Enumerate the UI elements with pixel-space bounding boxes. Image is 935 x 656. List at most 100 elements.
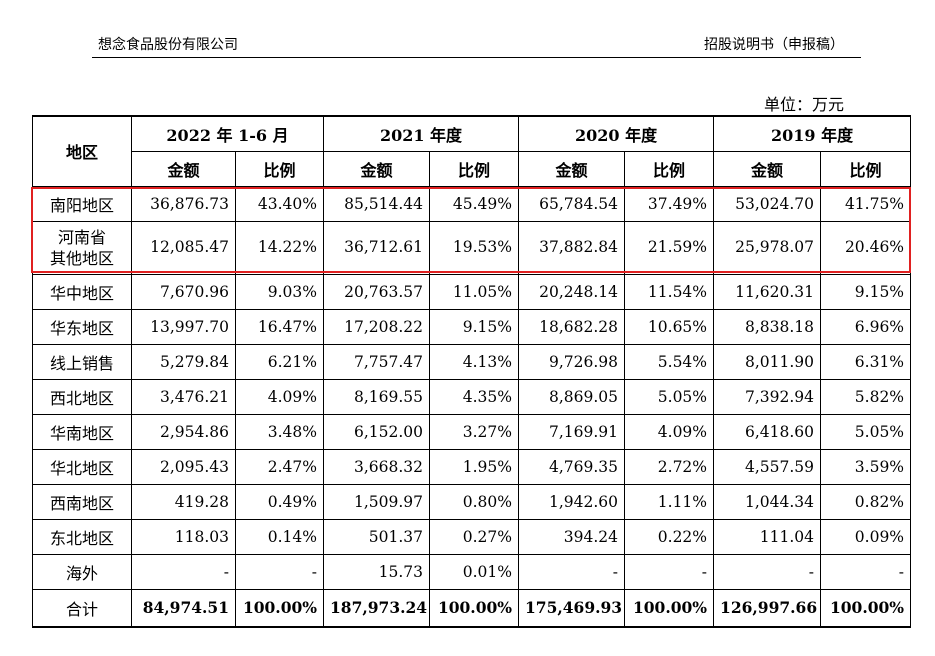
amount-column-header: 金额 [323, 150, 430, 187]
amount-cell: - [131, 553, 236, 590]
amount-cell: 6,418.60 [713, 413, 822, 450]
ratio-cell: 5.54% [624, 343, 715, 380]
unit-label: 单位：万元 [763, 95, 844, 114]
ratio-cell: 5.05% [820, 413, 912, 450]
ratio-cell: 3.59% [820, 448, 912, 485]
amount-cell: 1,044.34 [713, 483, 822, 520]
period-header: 2021 年度 [322, 115, 520, 152]
ratio-cell: 0.80% [428, 483, 520, 520]
ratio-cell: 9.15% [428, 308, 520, 345]
header-rule [92, 57, 861, 58]
amount-cell: 8,869.05 [518, 378, 626, 415]
ratio-column-header: 比例 [235, 150, 324, 187]
ratio-cell: 0.09% [820, 518, 912, 555]
amount-cell: 85,514.44 [323, 185, 430, 222]
period-header: 2022 年 1-6 月 [131, 115, 324, 152]
ratio-cell: 2.72% [624, 448, 715, 485]
ratio-cell: 4.09% [235, 378, 324, 415]
company-name: 想念食品股份有限公司 [98, 37, 238, 53]
region-cell: 西南地区 [32, 483, 132, 520]
amount-cell: 501.37 [323, 518, 430, 555]
ratio-cell: 0.14% [235, 518, 324, 555]
region-cell: 华南地区 [32, 413, 132, 450]
ratio-cell: - [624, 553, 715, 590]
amount-cell: 9,726.98 [518, 343, 626, 380]
ratio-cell: 20.46% [820, 220, 912, 275]
ratio-cell: 0.49% [235, 483, 324, 520]
ratio-column-header: 比例 [428, 150, 520, 187]
amount-cell: - [518, 553, 626, 590]
table-row: 华北地区 2,095.43 2.47% 3,668.32 1.95% 4,769.35 2.… [32, 448, 912, 485]
table-row: 华东地区 13,997.70 16.47% 17,208.22 9.15% 18,682.… [32, 308, 912, 345]
ratio-cell: 21.59% [624, 220, 715, 275]
region-line: 其他地区 [49, 248, 114, 268]
amount-cell: 7,670.96 [131, 273, 236, 310]
region-cell: 南阳地区 [32, 185, 132, 222]
ratio-cell: 3.27% [428, 413, 520, 450]
region-cell: 河南省 其他地区 [32, 220, 132, 275]
table-row: 华中地区 7,670.96 9.03% 20,763.57 11.05% 20,248.1… [32, 273, 912, 310]
ratio-cell: 6.31% [820, 343, 912, 380]
ratio-cell: 5.82% [820, 378, 912, 415]
table-row: 西南地区 419.28 0.49% 1,509.97 0.80% 1,942.60 1.11… [32, 483, 912, 520]
amount-cell: 25,978.07 [713, 220, 822, 275]
region-cell: 华中地区 [32, 273, 132, 310]
table-row: 东北地区 118.03 0.14% 501.37 0.27% 394.24 0.22% 111… [32, 518, 912, 555]
region-cell: 东北地区 [32, 518, 132, 555]
amount-cell: 187,973.24 [323, 588, 430, 628]
ratio-cell: 100.00% [624, 588, 715, 628]
ratio-cell: 4.13% [428, 343, 520, 380]
ratio-cell: 0.82% [820, 483, 912, 520]
document-type: 招股说明书（申报稿） [704, 37, 844, 53]
amount-cell: 8,838.18 [713, 308, 822, 345]
ratio-cell: 11.54% [624, 273, 715, 310]
amount-cell: 36,876.73 [131, 185, 236, 222]
amount-cell: 2,954.86 [131, 413, 236, 450]
ratio-cell: - [235, 553, 324, 590]
period-header: 2020 年度 [518, 115, 715, 152]
ratio-cell: 41.75% [820, 185, 912, 222]
amount-cell: 3,668.32 [323, 448, 430, 485]
amount-cell: 65,784.54 [518, 185, 626, 222]
amount-cell: 53,024.70 [713, 185, 822, 222]
ratio-cell: 43.40% [235, 185, 324, 222]
amount-cell: 20,248.14 [518, 273, 626, 310]
amount-cell: 2,095.43 [131, 448, 236, 485]
amount-cell: 15.73 [323, 553, 430, 590]
region-cell: 线上销售 [32, 343, 132, 380]
ratio-cell: 19.53% [428, 220, 520, 275]
period-header: 2019 年度 [713, 115, 912, 152]
amount-cell: 4,769.35 [518, 448, 626, 485]
ratio-cell: 16.47% [235, 308, 324, 345]
amount-cell: 111.04 [713, 518, 822, 555]
table-row: 海外 - -15.73 0.01% - - - - [32, 553, 912, 590]
amount-cell: 36,712.61 [323, 220, 430, 275]
amount-cell: 8,169.55 [323, 378, 430, 415]
ratio-cell: 14.22% [235, 220, 324, 275]
ratio-cell: 0.22% [624, 518, 715, 555]
amount-cell: 84,974.51 [131, 588, 236, 628]
ratio-cell: 10.65% [624, 308, 715, 345]
table-row: 西北地区 3,476.21 4.09% 8,169.55 4.35% 8,869.05 5.… [32, 378, 912, 415]
amount-cell: 6,152.00 [323, 413, 430, 450]
amount-cell: 118.03 [131, 518, 236, 555]
region-cell: 西北地区 [32, 378, 132, 415]
amount-cell: 175,469.93 [518, 588, 626, 628]
region-column-header: 地区 [32, 115, 132, 187]
amount-cell: 126,997.66 [713, 588, 822, 628]
amount-cell: 8,011.90 [713, 343, 822, 380]
region-line: 河南省 [57, 227, 106, 247]
total-row: 合计 84,974.51 100.00% 187,973.24 100.00% 175,4… [32, 588, 912, 628]
ratio-cell: 4.09% [624, 413, 715, 450]
ratio-cell: 6.21% [235, 343, 324, 380]
table-row: 河南省 其他地区 12,085.47 14.22% 36,712.61 19.53% 37,… [32, 220, 912, 275]
table-row: 南阳地区 36,876.73 43.40% 85,514.44 45.49% 65,784… [32, 185, 912, 222]
amount-cell: 17,208.22 [323, 308, 430, 345]
ratio-cell: 0.27% [428, 518, 520, 555]
amount-column-header: 金额 [131, 150, 236, 187]
amount-cell: 13,997.70 [131, 308, 236, 345]
amount-cell: 3,476.21 [131, 378, 236, 415]
region-cell: 华东地区 [32, 308, 132, 345]
amount-cell: 7,392.94 [713, 378, 822, 415]
ratio-cell: 45.49% [428, 185, 520, 222]
